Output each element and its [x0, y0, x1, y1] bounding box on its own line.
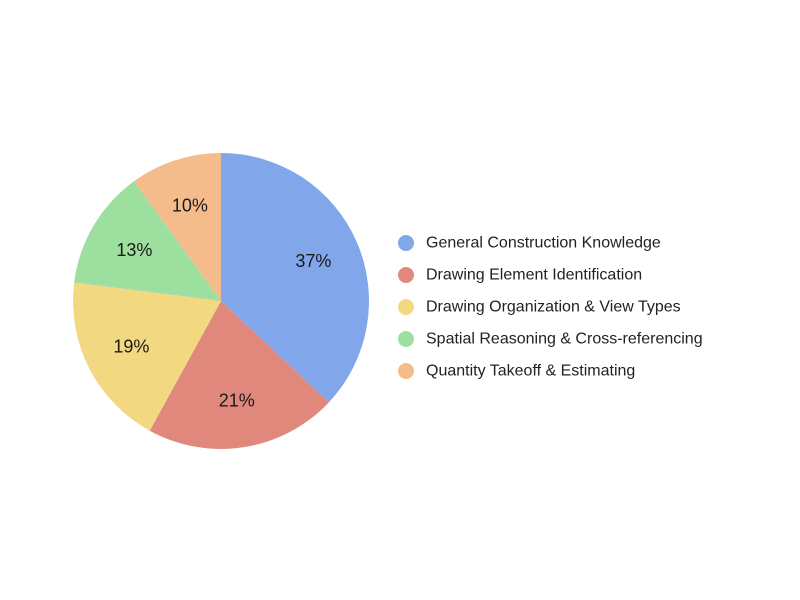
- pie-slice: [73, 282, 221, 431]
- legend-entry-label: Spatial Reasoning & Cross-referencing: [426, 331, 703, 348]
- slice-percent-label: 13%: [116, 240, 152, 260]
- slice-percent-label: 37%: [295, 251, 331, 271]
- legend-entry-label: Quantity Takeoff & Estimating: [426, 363, 635, 380]
- pie-slice: [149, 301, 329, 449]
- pie-slice: [221, 153, 369, 403]
- pie-slice: [74, 181, 221, 301]
- legend-swatch: [398, 331, 414, 347]
- legend-swatch: [398, 267, 414, 283]
- pie-slice-labels: 37% 21% 19% 13% 10%: [113, 195, 331, 410]
- legend-entry-label: Drawing Organization & View Types: [426, 299, 681, 316]
- legend-entry-label: Drawing Element Identification: [426, 267, 642, 284]
- legend: General Construction Knowledge Drawing El…: [398, 235, 703, 380]
- slice-percent-label: 21%: [219, 390, 255, 410]
- slice-percent-label: 10%: [172, 195, 208, 215]
- legend-entry-label: General Construction Knowledge: [426, 235, 661, 252]
- pie-slice: [134, 153, 221, 301]
- legend-swatch: [398, 235, 414, 251]
- slice-percent-label: 19%: [113, 337, 149, 357]
- legend-swatch: [398, 299, 414, 315]
- pie-slices: [73, 153, 369, 449]
- legend-swatch: [398, 363, 414, 379]
